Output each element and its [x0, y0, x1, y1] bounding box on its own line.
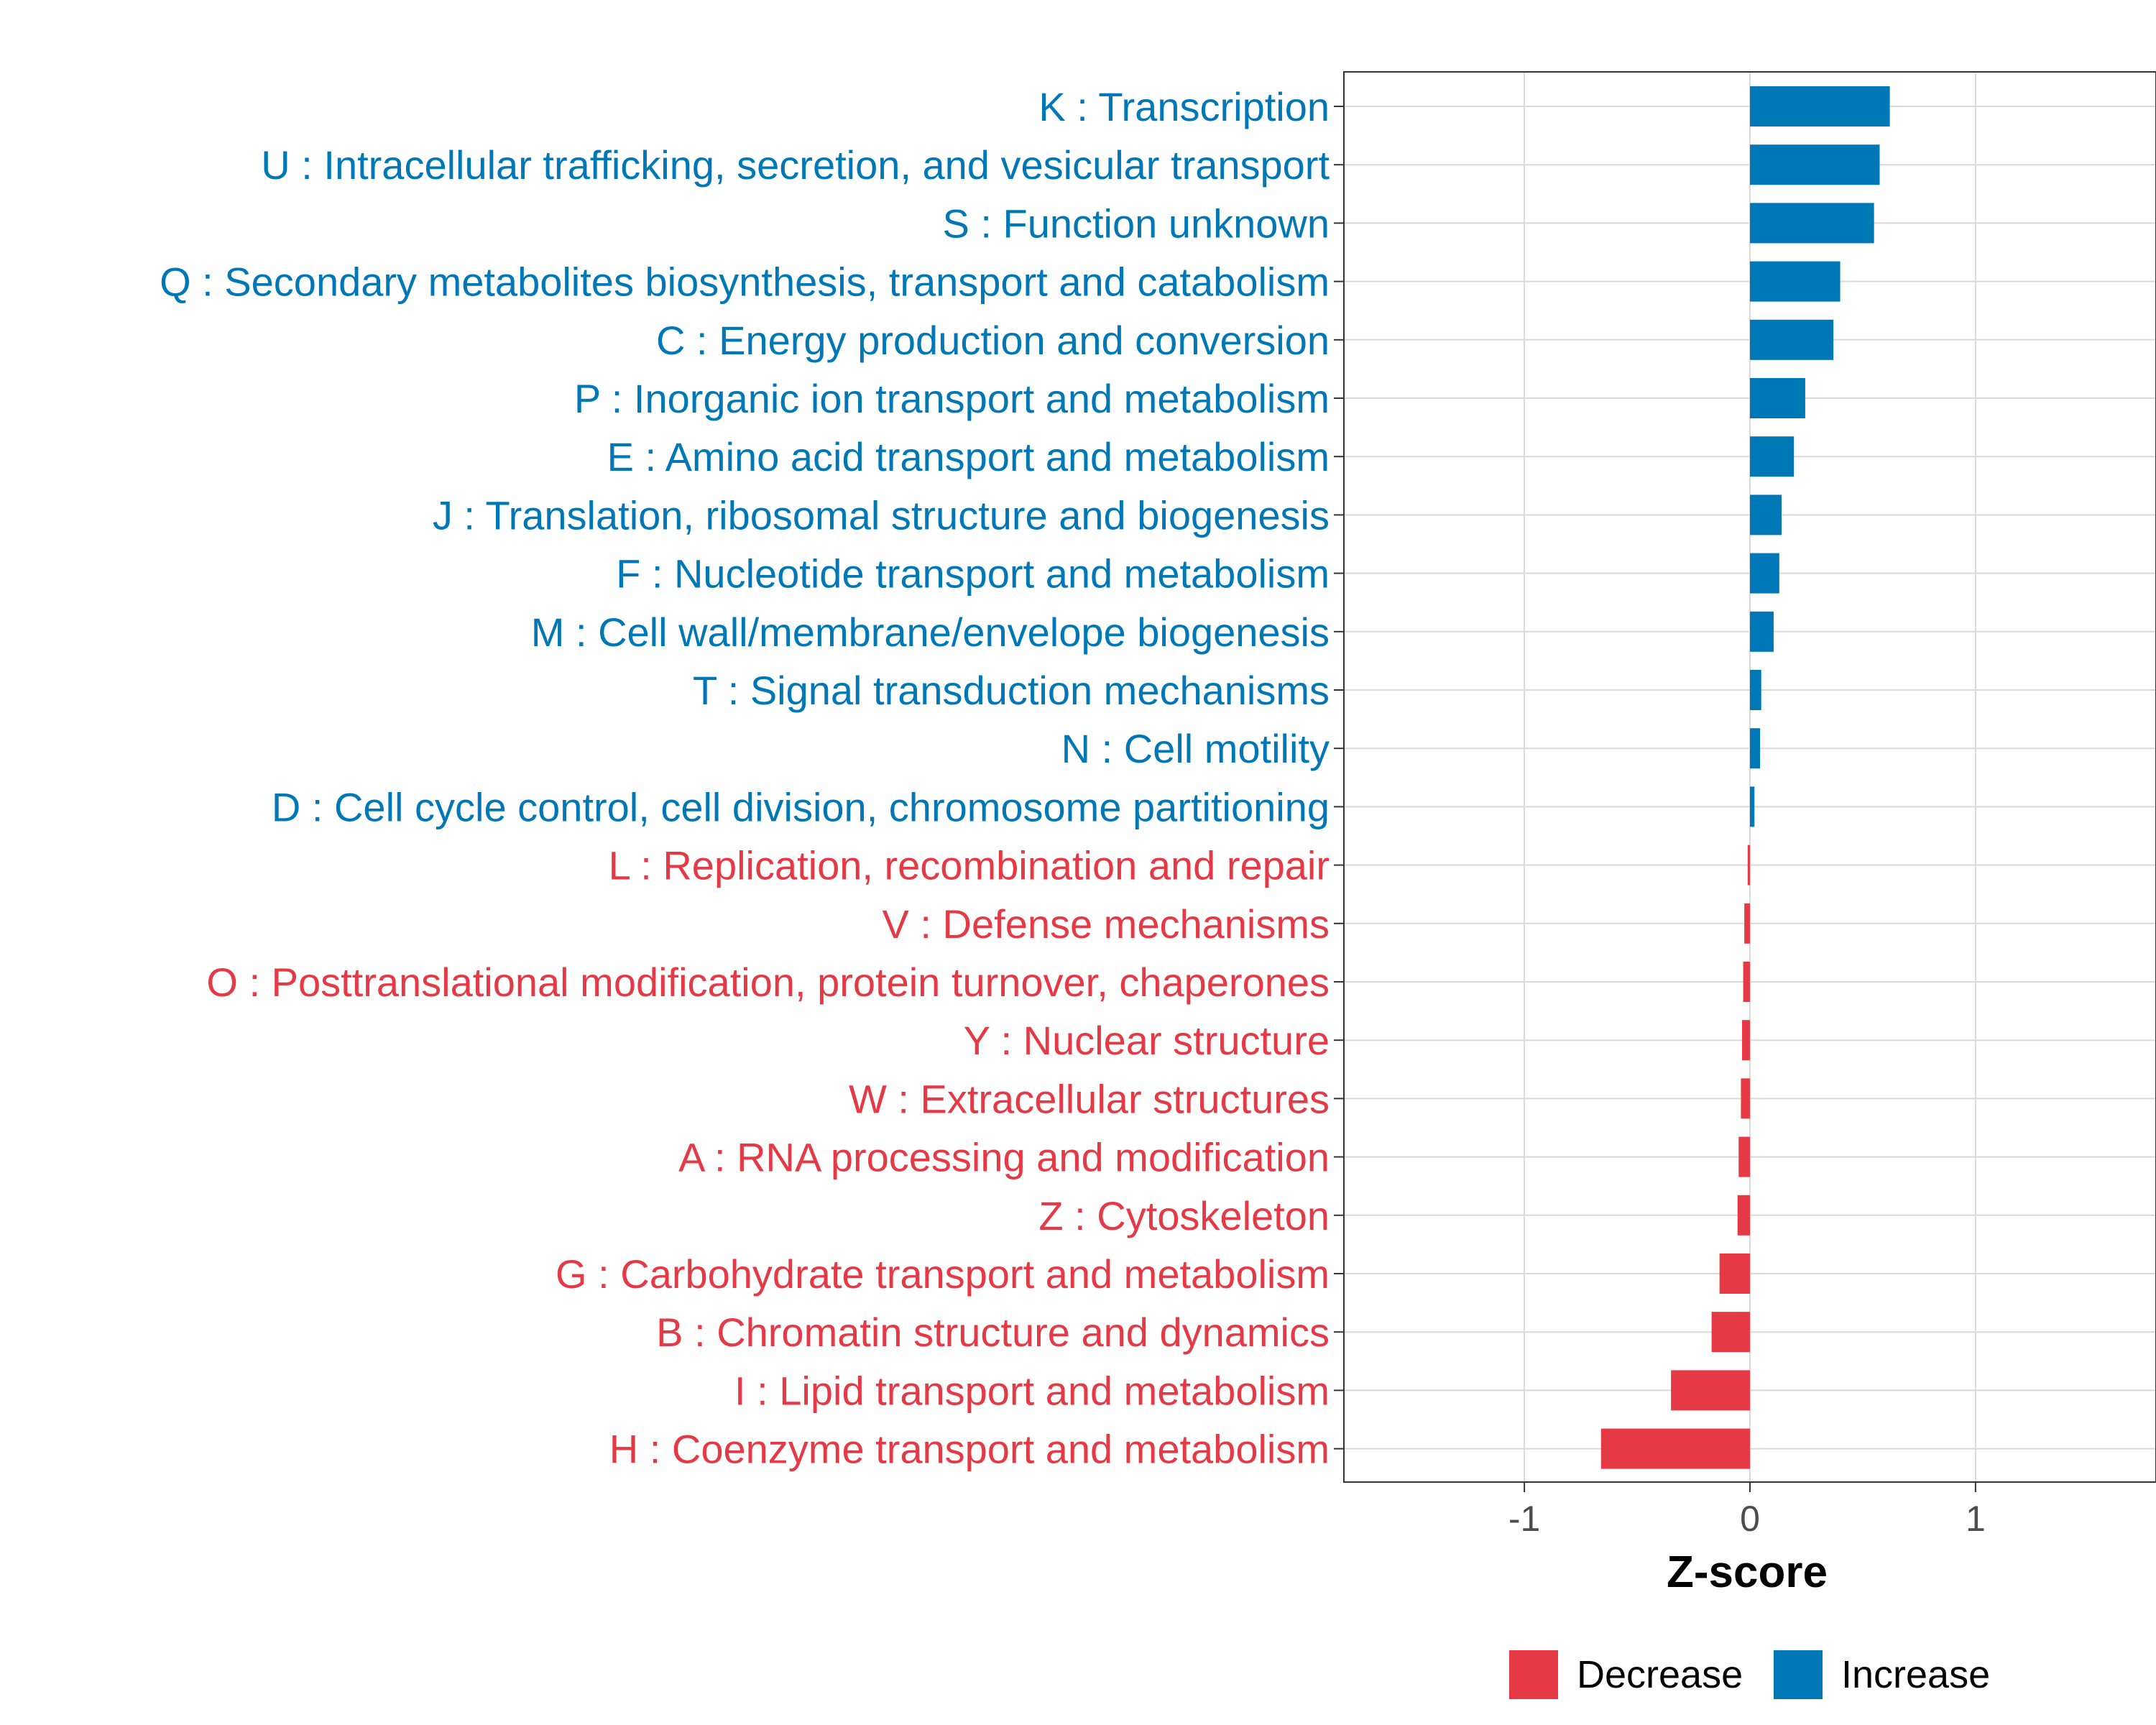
category-label: I : Lipid transport and metabolism [734, 1368, 1330, 1413]
category-label: Y : Nuclear structure [964, 1018, 1330, 1063]
category-label: K : Transcription [1038, 84, 1330, 129]
bar-decrease [1741, 1078, 1750, 1119]
category-label: C : Energy production and conversion [656, 318, 1330, 363]
x-tick-label: -1 [1508, 1499, 1540, 1539]
bar-decrease [1711, 1312, 1750, 1353]
category-label: Z : Cytoskeleton [1038, 1193, 1330, 1238]
bar-decrease [1738, 1136, 1750, 1177]
legend-swatch-increase [1774, 1650, 1823, 1699]
bar-increase [1750, 203, 1874, 244]
bar-increase [1750, 494, 1782, 535]
bar-increase [1750, 786, 1755, 827]
category-label: H : Coenzyme transport and metabolism [609, 1427, 1330, 1472]
category-label: T : Signal transduction mechanisms [693, 668, 1330, 713]
y-axis-labels: K : Transcription U : Intracellular traff… [160, 84, 1344, 1472]
bar-decrease [1742, 1020, 1750, 1061]
category-label: O : Posttranslational modification, prot… [206, 960, 1330, 1005]
legend-label-decrease: Decrease [1577, 1653, 1743, 1696]
x-axis-title: Z-score [1667, 1547, 1828, 1597]
x-axis-ticks: -1 0 1 [1508, 1482, 1986, 1539]
category-label: N : Cell motility [1061, 726, 1330, 771]
bar-increase [1750, 728, 1761, 769]
bar-increase [1750, 378, 1805, 418]
category-label: U : Intracellular trafficking, secretion… [261, 142, 1330, 188]
bar-decrease [1719, 1254, 1750, 1294]
bar-decrease [1744, 903, 1750, 944]
bar-decrease [1747, 845, 1750, 886]
legend-label-increase: Increase [1841, 1653, 1990, 1696]
bar-decrease [1737, 1195, 1750, 1236]
bar-increase [1750, 86, 1890, 126]
category-label: G : Carbohydrate transport and metabolis… [556, 1251, 1330, 1297]
bar-increase [1750, 261, 1841, 302]
category-label: V : Defense mechanisms [883, 901, 1330, 947]
bar-increase [1750, 670, 1761, 710]
category-label: P : Inorganic ion transport and metaboli… [574, 376, 1330, 421]
category-label: B : Chromatin structure and dynamics [656, 1310, 1330, 1355]
bar-decrease [1671, 1370, 1750, 1411]
legend-swatch-decrease [1509, 1650, 1558, 1699]
category-label: L : Replication, recombination and repai… [609, 843, 1330, 888]
x-tick-label: 0 [1740, 1499, 1760, 1539]
category-label: J : Translation, ribosomal structure and… [433, 492, 1330, 538]
x-tick-label: 1 [1966, 1499, 1986, 1539]
bar-decrease [1600, 1428, 1750, 1469]
bar-increase [1750, 553, 1779, 594]
bar-increase [1750, 144, 1880, 185]
category-label: E : Amino acid transport and metabolism [607, 434, 1330, 479]
bar-decrease [1743, 962, 1750, 1002]
category-label: A : RNA processing and modification [678, 1135, 1330, 1180]
category-label: S : Function unknown [942, 201, 1330, 246]
category-label: Q : Secondary metabolites biosynthesis, … [160, 259, 1330, 305]
bars-layer [1600, 86, 1890, 1469]
category-label: D : Cell cycle control, cell division, c… [272, 784, 1330, 829]
category-label: F : Nucleotide transport and metabolism [616, 551, 1330, 597]
bar-increase [1750, 436, 1795, 477]
category-label: W : Extracellular structures [849, 1076, 1330, 1121]
bar-increase [1750, 319, 1834, 360]
bar-increase [1750, 611, 1774, 652]
category-label: M : Cell wall/membrane/envelope biogenes… [531, 610, 1330, 655]
legend: Decrease Increase [1509, 1650, 1990, 1699]
